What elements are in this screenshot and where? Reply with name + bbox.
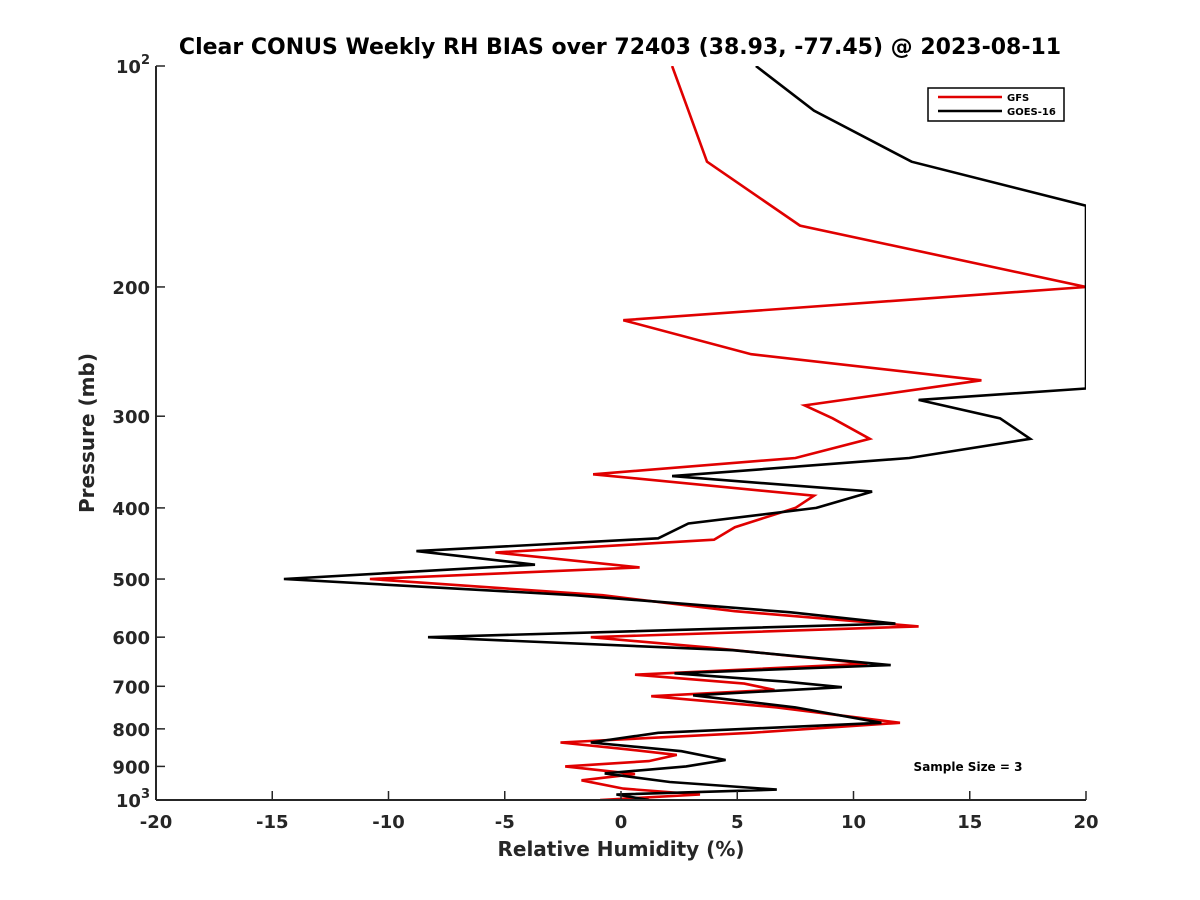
series-layer [283,66,1086,800]
sample-size-annotation: Sample Size = 3 [914,760,1023,774]
x-tick-label: 10 [841,812,866,833]
y-tick-label: 700 [112,677,150,698]
axes-layer: -20 -15 -10 -5 0 5 10 15 20102200300400500600700… [112,53,1098,833]
series-line-gfs [369,66,1086,800]
y-tick-exponent: 3 [141,787,150,802]
legend-label: GFS [1007,93,1029,104]
legend-box [927,87,1065,122]
series-line-goes-16 [283,66,1086,800]
x-tick-label: 5 [731,812,744,833]
y-tick-label: 800 [112,720,150,741]
x-tick-label: 20 [1073,812,1098,833]
y-tick-label: 400 [112,499,150,520]
legend: GFS GOES-16 [927,87,1065,122]
y-axis-label: Pressure (mb) [75,353,99,513]
y-tick-base: 10 [116,791,141,812]
x-tick-label: 0 [615,812,628,833]
y-tick-label: 500 [112,570,150,591]
x-axis-label: Relative Humidity (%) [497,837,744,861]
y-tick-label: 600 [112,628,150,649]
x-tick-label: -5 [495,812,515,833]
y-tick-label: 300 [112,407,150,428]
x-tick-label: -15 [256,812,289,833]
chart-title: Clear CONUS Weekly RH BIAS over 72403 (3… [179,35,1061,60]
y-tick-label: 900 [112,757,150,778]
legend-label: GOES-16 [1007,107,1056,118]
y-tick-exponent: 2 [141,53,150,68]
y-tick-base: 10 [116,57,141,78]
x-tick-label: 15 [957,812,982,833]
x-tick-label: -10 [372,812,405,833]
y-tick-label: 103 [116,787,150,812]
x-tick-label: -20 [140,812,173,833]
y-tick-label: 102 [116,53,150,78]
y-tick-label: 200 [112,278,150,299]
